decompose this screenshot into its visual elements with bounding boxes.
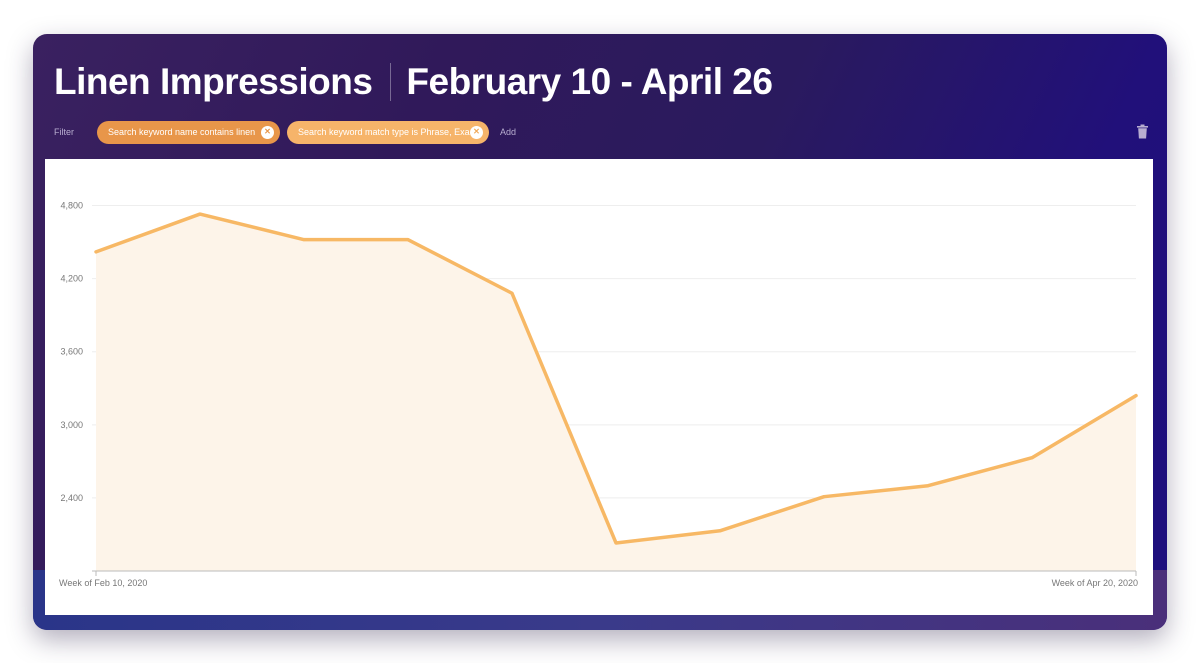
axis-layer [92, 570, 1137, 576]
y-tick-label: 3,000 [60, 420, 83, 430]
series-area [96, 214, 1136, 571]
line-layer [94, 212, 1138, 545]
y-tick-label: 3,600 [60, 347, 83, 357]
impressions-chart: 4,800 4,200 3,600 3,000 2,400 Week of Feb 10,… [59, 201, 1138, 588]
filter-chip-match-type[interactable]: Search keyword match type is Phrase, Exa… [287, 120, 489, 144]
filter-label: Filter [54, 127, 74, 137]
chart-panel: 4,800 4,200 3,600 3,000 2,400 Week of Feb 10,… [45, 159, 1153, 615]
add-filter-link[interactable]: Add [500, 127, 517, 137]
trash-icon[interactable] [1136, 124, 1149, 139]
data-point [718, 529, 722, 533]
x-tick-label: Week of Apr 20, 2020 [1052, 578, 1138, 588]
label-layer: 4,800 4,200 3,600 3,000 2,400 Week of Feb 10,… [59, 201, 1138, 588]
y-tick-label: 4,800 [60, 201, 83, 211]
date-range: February 10 - April 26 [406, 61, 773, 102]
data-point [198, 212, 202, 216]
y-tick-label: 4,200 [60, 274, 83, 284]
data-point [94, 250, 98, 254]
data-point [510, 291, 514, 295]
filter-chip-label: Search keyword name contains linen [108, 127, 256, 137]
y-tick-label: 2,400 [60, 493, 83, 503]
data-point [1030, 456, 1034, 460]
filter-bar: Filter Search keyword name contains line… [54, 120, 1149, 144]
data-point [406, 238, 410, 242]
close-circle-icon[interactable]: ✕ [470, 125, 483, 139]
data-point [302, 238, 306, 242]
data-point [1134, 394, 1138, 398]
data-point [926, 484, 930, 488]
data-point [614, 541, 618, 545]
dashboard-card: Linen Impressions February 10 - April 26… [33, 34, 1167, 630]
title-row: Linen Impressions February 10 - April 26 [54, 56, 773, 108]
area-layer [96, 214, 1136, 571]
x-tick-label: Week of Feb 10, 2020 [59, 578, 147, 588]
close-circle-icon[interactable]: ✕ [261, 125, 274, 139]
data-point [822, 495, 826, 499]
page-title: Linen Impressions [54, 61, 373, 102]
filter-chip-label: Search keyword match type is Phrase, Exa… [298, 127, 470, 137]
title-divider [390, 63, 392, 101]
filter-chip-keyword-name[interactable]: Search keyword name contains linen ✕ [97, 120, 280, 144]
